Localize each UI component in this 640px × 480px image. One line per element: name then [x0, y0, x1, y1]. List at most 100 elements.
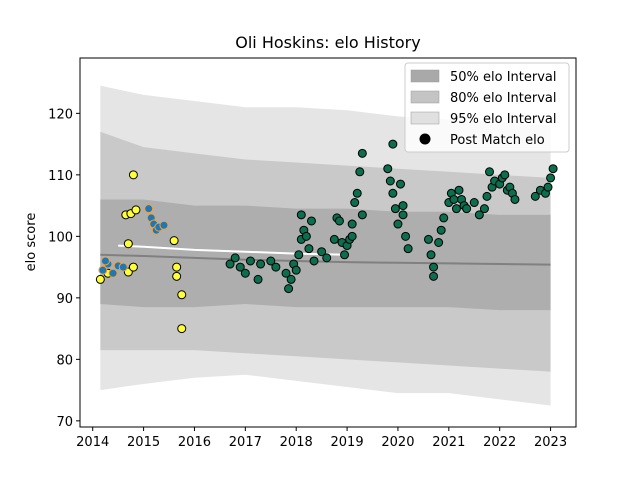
data-point [357, 148, 367, 158]
data-point [451, 204, 461, 214]
legend-label: 80% elo Interval [450, 91, 557, 106]
data-point [266, 256, 276, 266]
data-point [340, 250, 350, 260]
data-point [294, 250, 304, 260]
y-tick-label: 80 [56, 353, 73, 368]
axes-frame [79, 57, 577, 428]
y-tick-label: 70 [56, 415, 73, 430]
data-point [271, 262, 281, 272]
data-point [118, 262, 128, 272]
data-point [128, 170, 138, 180]
data-point [235, 262, 245, 272]
data-point [100, 256, 110, 266]
data-point [548, 164, 558, 174]
median-trend-1 [100, 253, 551, 266]
data-point [500, 170, 510, 180]
data-point [423, 234, 433, 244]
data-point [350, 198, 360, 208]
data-point [543, 182, 553, 192]
data-point [530, 191, 540, 201]
data-point [449, 194, 459, 204]
data-point [385, 176, 395, 186]
data-point [123, 239, 133, 249]
data-point [159, 220, 169, 230]
y-axis: 70 80 90 100 110 120 [48, 107, 80, 430]
data-point [395, 179, 405, 189]
median-trend-2 [118, 244, 348, 256]
data-point [393, 219, 403, 229]
data-point [429, 262, 439, 272]
legend-label: Post Match elo [450, 133, 545, 148]
data-point [454, 185, 464, 195]
data-point [482, 191, 492, 201]
legend-box [404, 62, 570, 153]
y-tick-label: 110 [48, 169, 73, 184]
x-tick-label: 2020 [381, 435, 414, 450]
data-point [347, 219, 357, 229]
data-point [334, 216, 344, 226]
data-point [245, 256, 255, 266]
x-tick-label: 2016 [178, 435, 211, 450]
legend-marker [419, 133, 431, 145]
y-tick-label: 90 [56, 292, 73, 307]
data-point [352, 188, 362, 198]
data-point [347, 231, 357, 241]
data-point [281, 268, 291, 278]
data-point [172, 262, 182, 272]
chart-title: Oli Hoskins: elo History [235, 33, 420, 52]
data-point [177, 324, 187, 334]
x-tick-label: 2015 [127, 435, 160, 450]
plot-area [95, 85, 558, 406]
data-point [469, 198, 479, 208]
data-point [388, 188, 398, 198]
legend: 50% elo Interval 80% elo Interval 95% elo … [404, 62, 570, 153]
x-tick-label: 2017 [229, 435, 262, 450]
data-point [309, 256, 319, 266]
data-point [144, 204, 154, 214]
legend-label: 50% elo Interval [450, 70, 557, 85]
x-tick-label: 2018 [280, 435, 313, 450]
data-point [398, 210, 408, 220]
data-point [240, 268, 250, 278]
legend-swatch [410, 69, 440, 83]
data-point [304, 244, 314, 254]
data-point [286, 274, 296, 284]
data-point [426, 250, 436, 260]
data-point [479, 204, 489, 214]
data-point [439, 213, 449, 223]
legend-swatch [410, 90, 440, 104]
data-point [169, 236, 179, 246]
data-point [355, 167, 365, 177]
data-point [172, 271, 182, 281]
data-point [388, 139, 398, 149]
data-point [98, 265, 108, 275]
x-axis: 2014 2015 2016 2017 2018 2019 2020 2021 2022 2023 [76, 427, 567, 450]
data-point [383, 164, 393, 174]
x-tick-label: 2021 [432, 435, 465, 450]
x-tick-label: 2014 [76, 435, 109, 450]
data-point [322, 253, 332, 263]
data-point [401, 231, 411, 241]
data-point [462, 204, 472, 214]
data-point [306, 216, 316, 226]
x-tick-label: 2019 [331, 435, 364, 450]
data-point [291, 265, 301, 275]
data-point [317, 247, 327, 257]
data-point [403, 244, 413, 254]
data-point [225, 259, 235, 269]
data-point [329, 234, 339, 244]
data-point [429, 271, 439, 281]
data-point [230, 253, 240, 263]
data-point [296, 210, 306, 220]
data-point [128, 262, 138, 272]
y-tick-label: 100 [48, 230, 73, 245]
legend-swatch [410, 111, 440, 125]
data-point [357, 210, 367, 220]
data-point [485, 167, 495, 177]
y-tick-label: 120 [48, 107, 73, 122]
x-tick-label: 2023 [534, 435, 567, 450]
data-point [434, 238, 444, 247]
data-point [177, 290, 187, 300]
x-tick-label: 2022 [483, 435, 516, 450]
